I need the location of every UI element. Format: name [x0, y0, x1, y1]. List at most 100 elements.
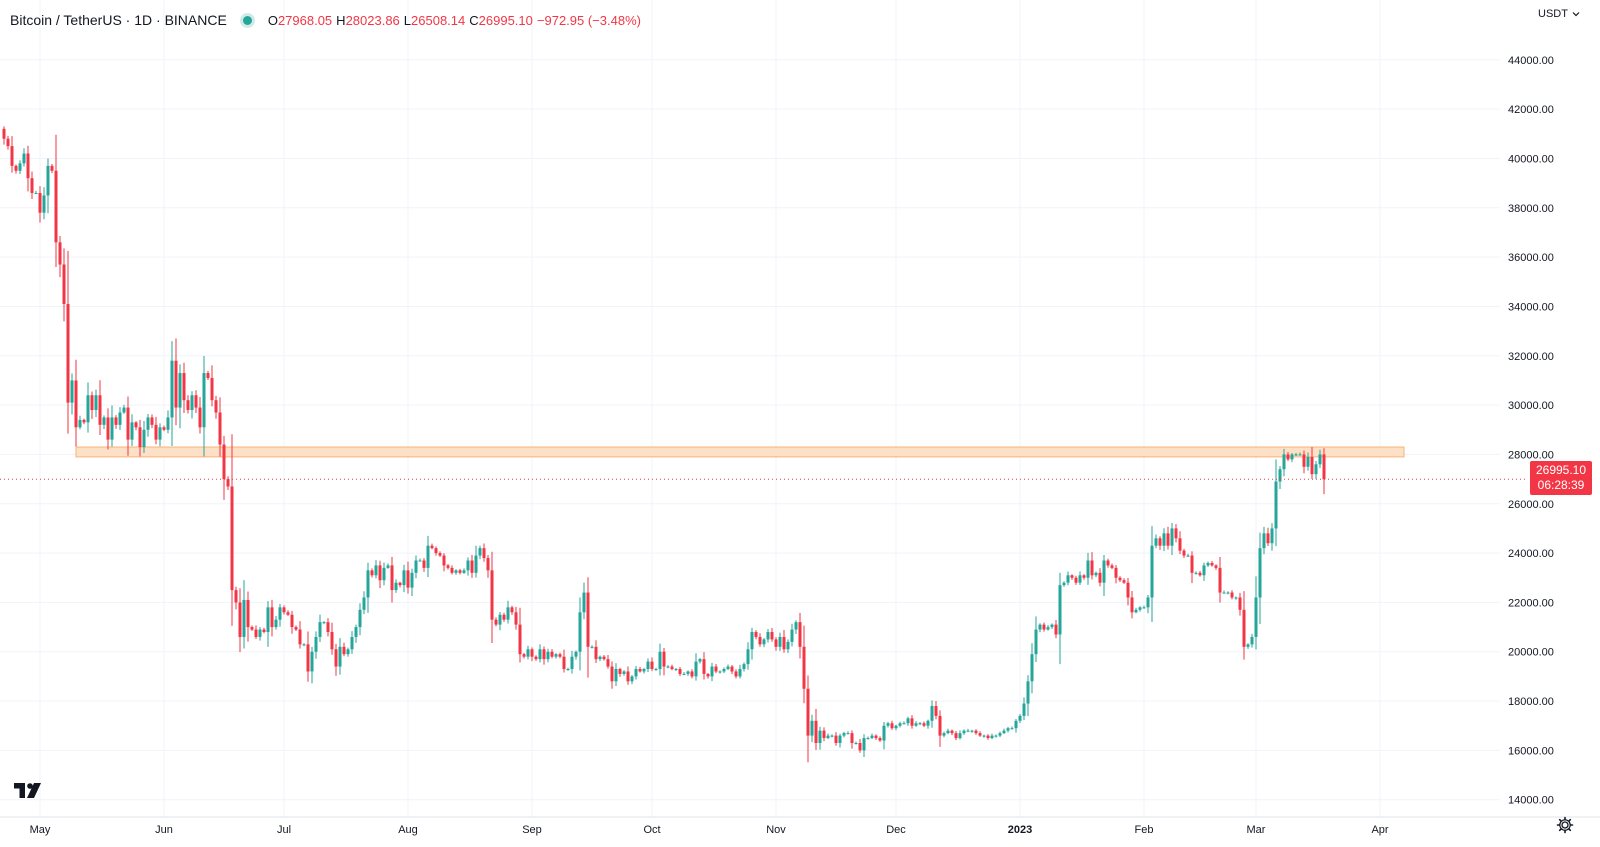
candle-body: [330, 632, 334, 650]
candle-body: [478, 548, 482, 556]
candle-body: [998, 733, 1002, 736]
candle-body: [458, 570, 462, 573]
candle-body: [126, 407, 130, 440]
candle-body: [978, 733, 982, 736]
price-tick-label: 38000.00: [1508, 203, 1554, 215]
candle-body: [1146, 597, 1150, 608]
gear-icon[interactable]: [1556, 816, 1574, 839]
candle-body: [666, 666, 670, 668]
candle-body: [30, 178, 34, 193]
candle-body: [878, 738, 882, 741]
candle-body: [1070, 575, 1074, 578]
candle-body: [350, 636, 354, 650]
tradingview-logo-icon[interactable]: [14, 783, 44, 803]
candle-body: [50, 165, 54, 171]
candle-body: [626, 671, 630, 682]
candle-body: [682, 673, 686, 675]
candle-body: [414, 560, 418, 573]
candle-body: [1110, 565, 1114, 568]
candle-body: [486, 558, 490, 571]
symbol-title[interactable]: Bitcoin / TetherUS · 1D · BINANCE: [10, 12, 227, 28]
candle-body: [218, 412, 222, 445]
candle-body: [734, 671, 738, 677]
ohlc-high-value: 28023.86: [345, 12, 400, 28]
price-tick-label: 34000.00: [1508, 301, 1554, 313]
candle-body: [814, 720, 818, 744]
ohlc-low-label: L: [403, 12, 412, 28]
candle-body: [290, 614, 294, 628]
candle-body: [810, 720, 814, 736]
price-tick-label: 22000.00: [1508, 597, 1554, 609]
candle-body: [570, 656, 574, 670]
candle-body: [334, 649, 338, 667]
candle-body: [262, 629, 266, 633]
candle-body: [314, 636, 318, 652]
ohlc-close-label: C: [469, 12, 479, 28]
candle-body: [1194, 572, 1198, 574]
candle-body: [842, 733, 846, 736]
price-tick-label: 28000.00: [1508, 449, 1554, 461]
candle-body: [258, 629, 262, 637]
candle-body: [1090, 560, 1094, 576]
candle-body: [506, 607, 510, 620]
candle-body: [134, 422, 138, 428]
candle-body: [1262, 533, 1266, 549]
time-tick-label: Oct: [643, 824, 660, 836]
candle-body: [1302, 454, 1306, 467]
candle-body: [270, 607, 274, 628]
price-axis[interactable]: 14000.00 16000.00 18000.00 20000.00 22000.00…: [1508, 55, 1554, 807]
candle-body: [1318, 454, 1322, 465]
candle-body: [698, 659, 702, 662]
time-tick-label: Mar: [1247, 824, 1266, 836]
candle-body: [346, 649, 350, 655]
candle-body: [386, 565, 390, 568]
ohlc-change-value: −972.95 (−3.48%): [536, 12, 641, 28]
ohlc-low-value: 26508.14: [411, 12, 466, 28]
candle-body: [294, 627, 298, 630]
candle-body: [358, 609, 362, 628]
candle-body: [1130, 597, 1134, 613]
currency-select[interactable]: USDT: [1538, 8, 1580, 20]
candle-body: [206, 373, 210, 378]
price-tick-label: 36000.00: [1508, 252, 1554, 264]
candle-body: [598, 656, 602, 660]
candle-body: [838, 735, 842, 744]
candle-body: [142, 429, 146, 448]
candle-body: [674, 669, 678, 671]
time-axis[interactable]: May Jun Jul Aug Sep Oct Nov Dec 2023 Feb Mar Apr: [30, 824, 1389, 836]
candle-body: [74, 380, 78, 428]
candle-body: [758, 636, 762, 645]
candle-body: [854, 743, 858, 745]
candle-body: [882, 725, 886, 741]
candle-body: [778, 636, 782, 647]
candle-body: [170, 360, 174, 418]
candle-body: [1162, 533, 1166, 546]
candle-body: [438, 553, 442, 556]
time-tick-label: Feb: [1135, 824, 1154, 836]
candle-body: [714, 666, 718, 672]
candle-body: [254, 629, 258, 637]
candle-body: [654, 669, 658, 671]
candle-body: [1026, 681, 1030, 704]
candle-body: [662, 651, 666, 667]
candle-body: [602, 656, 606, 660]
price-tick-label: 18000.00: [1508, 696, 1554, 708]
candle-body: [1206, 562, 1210, 566]
market-status-dot-icon[interactable]: [242, 15, 252, 25]
candle-body: [274, 619, 278, 628]
candle-body: [510, 607, 514, 613]
candle-body: [374, 565, 378, 576]
candle-body: [230, 486, 234, 591]
candle-body: [226, 479, 230, 487]
candle-body: [1006, 728, 1010, 731]
candle-body: [926, 720, 930, 726]
candle-body: [1250, 636, 1254, 645]
candle-body: [342, 646, 346, 655]
candle-body: [482, 548, 486, 559]
candle-body: [150, 417, 154, 425]
candle-body: [794, 622, 798, 630]
candle-body: [818, 730, 822, 744]
candle-body: [462, 570, 466, 573]
